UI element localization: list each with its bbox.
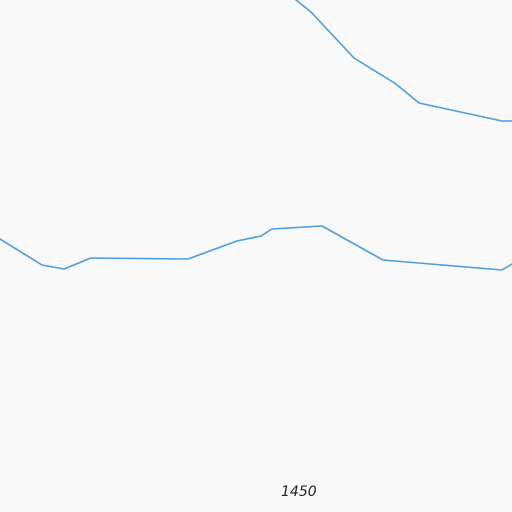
contour-line-upper <box>295 0 512 122</box>
contour-elevation-label: 1450 <box>281 484 317 500</box>
contour-line-lower <box>0 225 512 271</box>
